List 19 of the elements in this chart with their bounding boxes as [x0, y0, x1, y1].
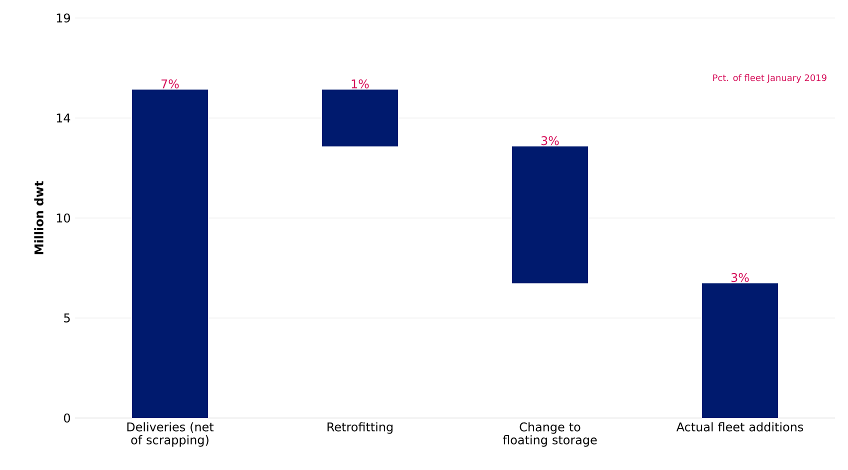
y-tick-label: 10: [56, 213, 70, 223]
x-tick-label: Actual fleet additions: [676, 422, 804, 432]
x-tick-label: Change to floating storage: [502, 422, 597, 447]
y-axis-title: Million dwt: [34, 181, 44, 254]
bar: [702, 283, 778, 418]
annotation: 3%: [731, 273, 749, 282]
y-tick-label: 5: [64, 314, 70, 322]
x-tick-label: Retrofitting: [328, 422, 393, 434]
bar: [132, 90, 208, 418]
y-tick-label: 14: [56, 114, 70, 122]
bar: [512, 146, 588, 284]
bar: [322, 90, 398, 146]
annotation: Pct. of fleet January 2019: [713, 74, 826, 83]
x-tick-label: Deliveries (net of scrapping): [127, 422, 214, 447]
y-tick-label: 0: [64, 413, 70, 423]
annotation: 1%: [352, 79, 369, 88]
annotation: 3%: [541, 136, 559, 146]
y-tick-label: 19: [56, 13, 70, 23]
annotation: 7%: [162, 79, 179, 88]
